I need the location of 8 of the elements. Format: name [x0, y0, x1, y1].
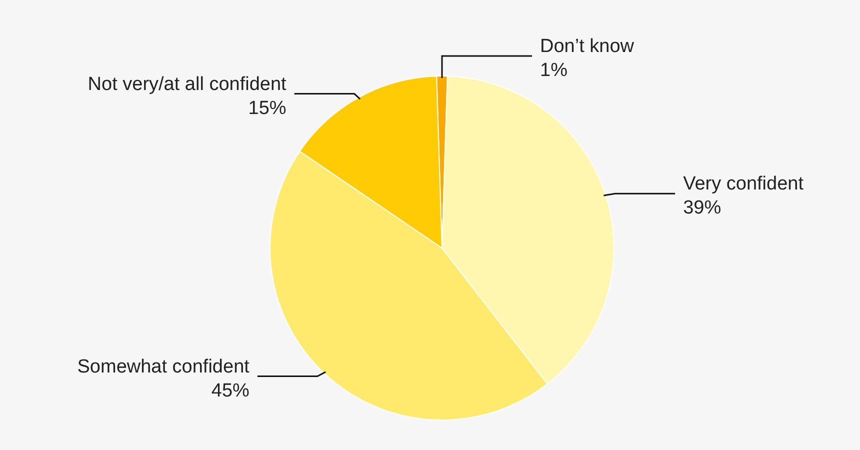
- data-label: 39%: [683, 198, 722, 219]
- slice-label: Somewhat confident: [77, 356, 250, 378]
- data-label: 45%: [211, 380, 250, 402]
- data-label: 1%: [540, 60, 568, 81]
- slice-label: Not very/at all confident: [88, 74, 288, 95]
- data-label: 15%: [248, 98, 286, 119]
- slice-label: Very confident: [683, 174, 804, 195]
- slice-label: Don’t know: [540, 36, 634, 57]
